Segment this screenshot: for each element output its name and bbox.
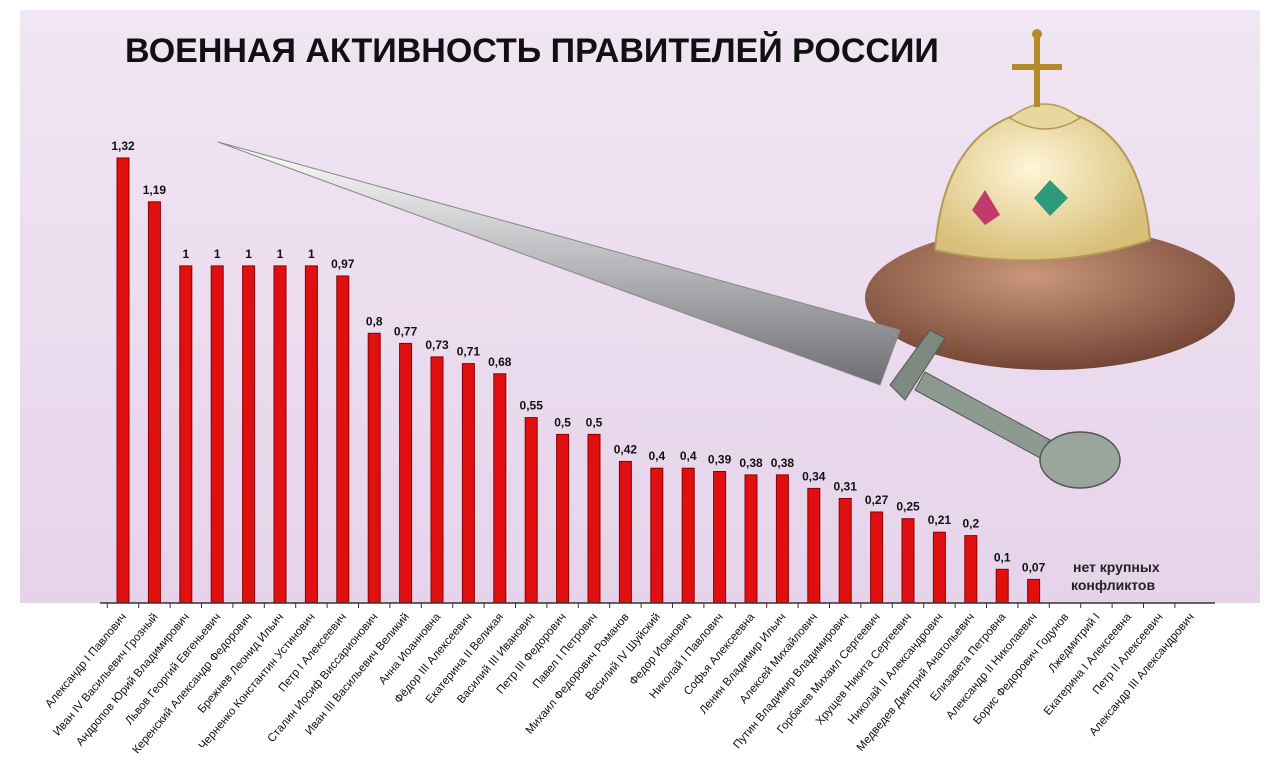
bar-value-label: 0,5: [554, 415, 571, 429]
bar-value-label: 0,97: [331, 257, 355, 271]
bar-value-label: 0,21: [928, 513, 952, 527]
bar-value-label: 0,55: [520, 399, 544, 413]
bar-value-label: 0,5: [586, 415, 603, 429]
bar-value-label: 0,4: [680, 449, 697, 463]
bar: [650, 467, 664, 604]
bar: [681, 467, 695, 604]
bar: [995, 568, 1009, 604]
bar-value-label: 0,31: [834, 480, 858, 494]
bar: [179, 265, 193, 604]
bar-value-label: 1: [182, 247, 189, 261]
chart-title: ВОЕННАЯ АКТИВНОСТЬ ПРАВИТЕЛЕЙ РОССИИ: [125, 31, 939, 70]
bar: [493, 373, 507, 604]
bar-value-label: 0,1: [994, 550, 1011, 564]
bar-value-label: 1: [308, 247, 315, 261]
bar-value-label: 1: [214, 247, 221, 261]
bar: [430, 356, 444, 604]
bar-value-label: 0,39: [708, 453, 732, 467]
bar: [870, 511, 884, 604]
bar-value-label: 1,19: [143, 183, 167, 197]
category-label: Черненко Константин Устинович: [197, 611, 318, 752]
bar: [242, 265, 256, 604]
bar-value-label: 1: [277, 247, 284, 261]
bar: [807, 487, 821, 604]
bar: [587, 433, 601, 604]
x-ticks-group: [106, 603, 1176, 608]
no-conflict-note-line-1: нет крупных: [1073, 559, 1160, 575]
no-conflict-note-line-2: конфликтов: [1071, 577, 1155, 593]
bar: [461, 363, 475, 604]
bar: [775, 474, 789, 604]
bar: [713, 471, 727, 604]
bar: [556, 433, 570, 604]
bar-value-label: 0,8: [366, 314, 383, 328]
bar: [399, 342, 413, 604]
bar: [116, 157, 130, 604]
bar-value-label: 0,38: [771, 456, 795, 470]
bar: [964, 535, 978, 604]
bar: [147, 201, 161, 604]
bar-value-label: 0,2: [962, 517, 979, 531]
bar: [901, 518, 915, 604]
bar-value-label: 0,07: [1022, 560, 1046, 574]
bar: [618, 460, 632, 604]
bar: [932, 531, 946, 604]
bar: [210, 265, 224, 604]
bar-value-label: 1: [245, 247, 252, 261]
bar-value-label: 0,77: [394, 324, 418, 338]
bar: [336, 275, 350, 604]
bar: [1027, 578, 1041, 604]
bar-value-label: 0,38: [739, 456, 763, 470]
bar: [838, 498, 852, 604]
bar-value-label: 0,68: [488, 355, 512, 369]
bar-value-label: 0,42: [614, 442, 638, 456]
category-label: Путин Владимир Владимирович: [731, 611, 851, 751]
bar: [524, 417, 538, 604]
value-labels-group: 1,32 1,19 1 1 1 1 1 0,97 0,8 0,77 0,73 0,71 0,68 0,55…: [111, 139, 1045, 574]
sword-illustration: [217, 141, 1121, 489]
bar-value-label: 0,73: [425, 338, 449, 352]
cap-illustration: [865, 29, 1235, 370]
bar: [273, 265, 287, 604]
bar: [744, 474, 758, 604]
illustration: [217, 29, 1235, 489]
bar: [367, 332, 381, 604]
bar-value-label: 0,4: [648, 449, 665, 463]
bar-value-label: 0,71: [457, 345, 481, 359]
bar-value-label: 1,32: [111, 139, 135, 153]
category-label: Медведев Дмитрий Анатольевич: [855, 611, 977, 754]
bar-value-label: 0,27: [865, 493, 889, 507]
bar-value-label: 0,25: [896, 500, 920, 514]
bars-group: [116, 157, 1041, 604]
category-label: Керенский Александр Федорович: [131, 611, 255, 756]
bar-value-label: 0,34: [802, 469, 826, 483]
bar: [304, 265, 318, 604]
